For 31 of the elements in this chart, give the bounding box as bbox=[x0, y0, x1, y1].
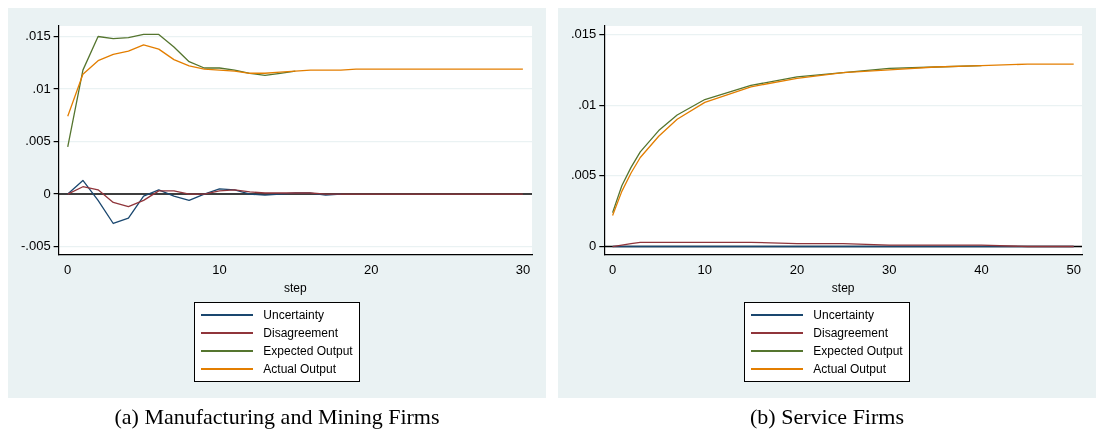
legend-label: Actual Output bbox=[263, 362, 337, 376]
y-tick-label: .005 bbox=[25, 133, 51, 149]
x-axis-title: step bbox=[283, 281, 307, 296]
x-tick-label: 10 bbox=[697, 262, 713, 278]
legend-label: Disagreement bbox=[813, 326, 888, 340]
x-tick-label: 0 bbox=[608, 262, 617, 278]
y-tick-label: .01 bbox=[32, 80, 51, 96]
x-axis-title: step bbox=[831, 281, 855, 296]
x-tick-label: 20 bbox=[363, 262, 379, 278]
legend-label: Actual Output bbox=[813, 362, 887, 376]
y-tick-label: .015 bbox=[570, 26, 597, 42]
x-tick-label: 50 bbox=[1066, 262, 1081, 278]
legend-label: Uncertainty bbox=[813, 308, 874, 322]
y-tick-label: .005 bbox=[570, 167, 597, 183]
x-tick-label: 0 bbox=[64, 262, 72, 278]
legend-label: Expected Output bbox=[813, 344, 903, 358]
x-tick-label: 30 bbox=[515, 262, 531, 278]
y-tick-label: .01 bbox=[578, 96, 597, 112]
legend-label: Disagreement bbox=[263, 326, 338, 340]
legend-label: Uncertainty bbox=[263, 308, 324, 322]
text: (a) Manufacturing and Mining Firms bbox=[113, 404, 441, 430]
y-tick-label: .015 bbox=[25, 28, 51, 44]
legend-label: Expected Output bbox=[263, 344, 353, 358]
y-tick-label: 0 bbox=[589, 238, 597, 254]
text: (b) Service Firms bbox=[749, 404, 905, 430]
y-tick-label: -.005 bbox=[20, 238, 51, 254]
y-tick-label: 0 bbox=[43, 185, 51, 201]
x-tick-label: 40 bbox=[974, 262, 989, 278]
x-tick-label: 30 bbox=[882, 262, 897, 278]
x-tick-label: 10 bbox=[212, 262, 227, 278]
x-tick-label: 20 bbox=[789, 262, 805, 278]
